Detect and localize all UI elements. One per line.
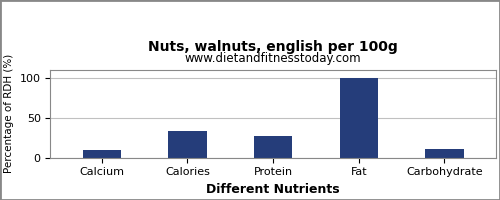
Bar [82,150,121,158]
Text: Nuts, walnuts, english per 100g: Nuts, walnuts, english per 100g [148,40,398,54]
Bar [340,78,378,158]
Bar [168,131,207,158]
Text: www.dietandfitnesstoday.com: www.dietandfitnesstoday.com [185,52,362,65]
Bar [425,149,464,158]
Bar [254,136,292,158]
X-axis label: Different Nutrients: Different Nutrients [206,183,340,196]
Y-axis label: Percentage of RDH (%): Percentage of RDH (%) [4,54,14,173]
